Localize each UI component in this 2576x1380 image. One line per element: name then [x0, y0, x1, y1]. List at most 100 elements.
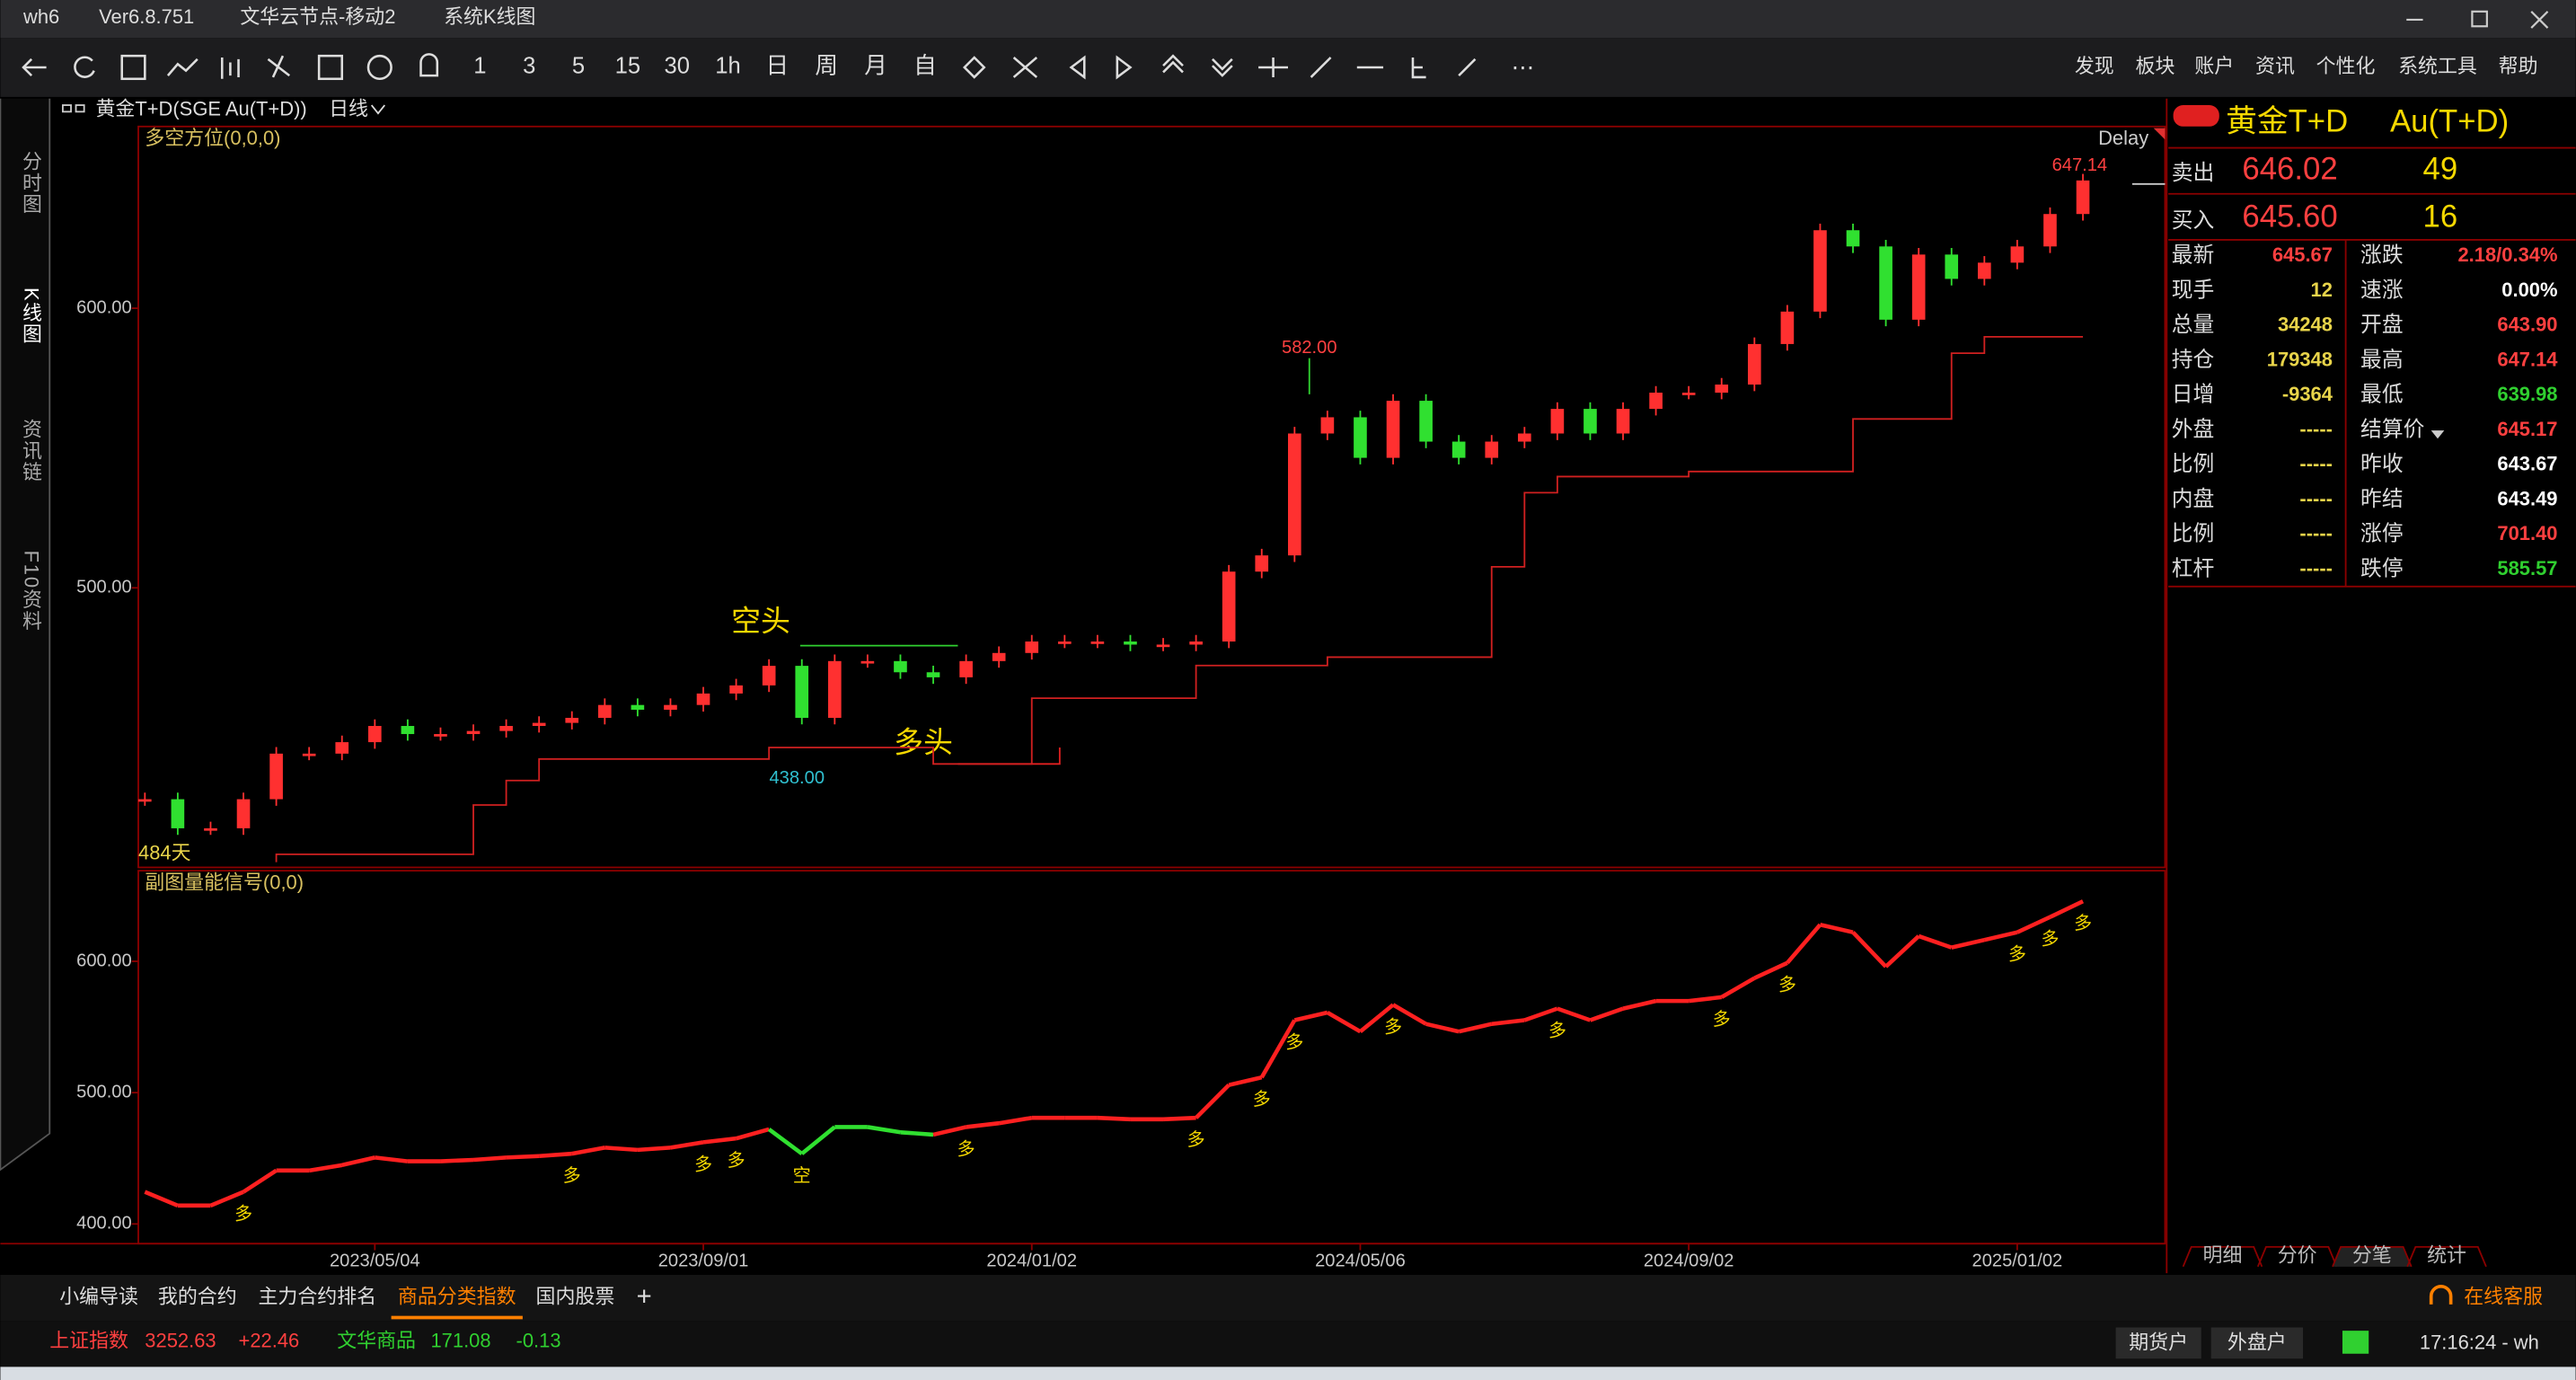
bottom-tab[interactable]: 小编导读: [59, 1285, 138, 1307]
panel-tab-label[interactable]: 分价: [2278, 1244, 2317, 1267]
line-segment: [440, 1157, 474, 1163]
period-button[interactable]: 5: [572, 54, 585, 79]
bottom-tab[interactable]: +: [637, 1282, 652, 1311]
line-segment: [637, 1146, 671, 1153]
line-segment: [1951, 937, 1985, 950]
panel-tab-label[interactable]: 分笔: [2352, 1244, 2392, 1267]
bottom-tab[interactable]: 我的合约: [158, 1285, 237, 1307]
period-button[interactable]: 15: [615, 54, 640, 79]
line-segment: [932, 1125, 967, 1137]
line-segment: [209, 1190, 244, 1208]
candle: [1090, 641, 1105, 644]
line-segment: [242, 1168, 278, 1194]
chevron: [370, 104, 385, 115]
quote-label: 结算价: [2360, 417, 2425, 441]
signal-label: 多: [1548, 1021, 1566, 1041]
period-button[interactable]: 自: [913, 53, 937, 79]
side-tab[interactable]: F10资料: [21, 551, 43, 632]
line-segment: [867, 1125, 901, 1135]
quote-label: 内盘: [2172, 487, 2215, 511]
account-label[interactable]: 外盘户: [2228, 1331, 2287, 1354]
high-label: 582.00: [1282, 338, 1337, 358]
bid-price: 645.60: [2242, 199, 2337, 234]
candle: [598, 704, 612, 718]
indicator-title[interactable]: 副图量能信号(0,0): [145, 871, 304, 894]
candle: [401, 726, 415, 735]
window-controls[interactable]: [2406, 10, 2549, 29]
panel-tab-label[interactable]: 统计: [2427, 1244, 2466, 1267]
ask-label: 卖出: [2172, 161, 2215, 185]
period-button[interactable]: 周: [815, 54, 838, 79]
ask-qty: 49: [2423, 152, 2458, 186]
bottom-tab[interactable]: 国内股票: [536, 1285, 615, 1307]
candle: [204, 827, 217, 831]
bottom-tab[interactable]: 商品分类指数: [398, 1285, 516, 1307]
candle: [1451, 441, 1466, 458]
candle: [236, 799, 251, 828]
menu-item[interactable]: 资讯: [2255, 55, 2295, 77]
panel-tab[interactable]: [2182, 1245, 2263, 1268]
menu-item[interactable]: 帮助: [2499, 55, 2538, 77]
menu-item[interactable]: 发现: [2075, 55, 2114, 77]
period-button[interactable]: 3: [523, 54, 535, 79]
line-segment: [1194, 1084, 1231, 1119]
line-segment: [1326, 1011, 1362, 1034]
line-segment: [1918, 933, 1953, 950]
candle: [631, 704, 645, 710]
service-link[interactable]: 在线客服: [2464, 1285, 2543, 1307]
panel-tab[interactable]: [2332, 1245, 2413, 1268]
side-tab[interactable]: 资讯链: [21, 419, 43, 482]
side-tab[interactable]: K线图: [21, 288, 43, 345]
period-button[interactable]: 日: [766, 54, 790, 79]
index-change: +22.46: [239, 1330, 300, 1352]
period-button[interactable]: 30: [665, 54, 690, 79]
panel-tab-label[interactable]: 明细: [2203, 1244, 2243, 1267]
quote-label: 总量: [2172, 313, 2215, 337]
quote-value: 585.57: [2497, 557, 2557, 579]
x-tick-label: 2023/05/04: [330, 1252, 420, 1271]
contract[interactable]: 黄金T+D(SGE Au(T+D)): [95, 97, 306, 119]
candle: [1616, 409, 1630, 434]
panel-tab[interactable]: [2256, 1245, 2338, 1268]
period-select[interactable]: 日线: [329, 97, 368, 119]
bottom-tab[interactable]: 主力合约排名: [258, 1285, 376, 1307]
signal-label: 多: [1253, 1089, 1271, 1110]
menu-item[interactable]: 系统工具: [2398, 55, 2477, 77]
signal-label: 多: [234, 1204, 252, 1225]
bid-qty: 16: [2423, 199, 2458, 234]
toolbar-icons[interactable]: [22, 53, 1477, 81]
account-button[interactable]: [2115, 1327, 2201, 1359]
line-segment: [1786, 923, 1822, 965]
more-icon[interactable]: ⋯: [1512, 56, 1535, 81]
candle: [795, 666, 809, 718]
candle: [1124, 641, 1137, 645]
quote-label: 速涨: [2360, 278, 2404, 302]
service-icon: [2429, 1285, 2453, 1305]
line-segment: [1491, 1018, 1525, 1026]
panel-tab[interactable]: [2406, 1245, 2487, 1268]
quote-value: -----: [2299, 557, 2333, 579]
line-segment: [1983, 930, 2018, 942]
bear-label: 空头: [731, 605, 790, 638]
candle: [762, 666, 776, 686]
quote-label: 跌停: [2360, 556, 2404, 580]
quote-label: 外盘: [2172, 417, 2215, 441]
account-button[interactable]: [2210, 1327, 2304, 1359]
period-button[interactable]: 月: [864, 54, 887, 79]
candle: [138, 799, 152, 802]
dropdown[interactable]: [2430, 430, 2445, 439]
menu-item[interactable]: 板块: [2136, 55, 2175, 77]
period-button[interactable]: 1h: [715, 54, 740, 79]
line-segment: [1228, 1075, 1263, 1087]
ask-price: 646.02: [2242, 152, 2337, 186]
side-tab[interactable]: 分时图: [21, 151, 43, 215]
indicator-title[interactable]: 多空方位(0,0,0): [145, 127, 280, 149]
line-segment: [2016, 915, 2051, 934]
period-button[interactable]: 1: [473, 54, 486, 79]
quote-label: 涨停: [2360, 522, 2404, 546]
menu-item[interactable]: 个性化: [2316, 55, 2376, 77]
menu-item[interactable]: 账户: [2194, 55, 2234, 77]
line-segment: [1259, 1019, 1297, 1079]
account-label[interactable]: 期货户: [2129, 1331, 2188, 1354]
